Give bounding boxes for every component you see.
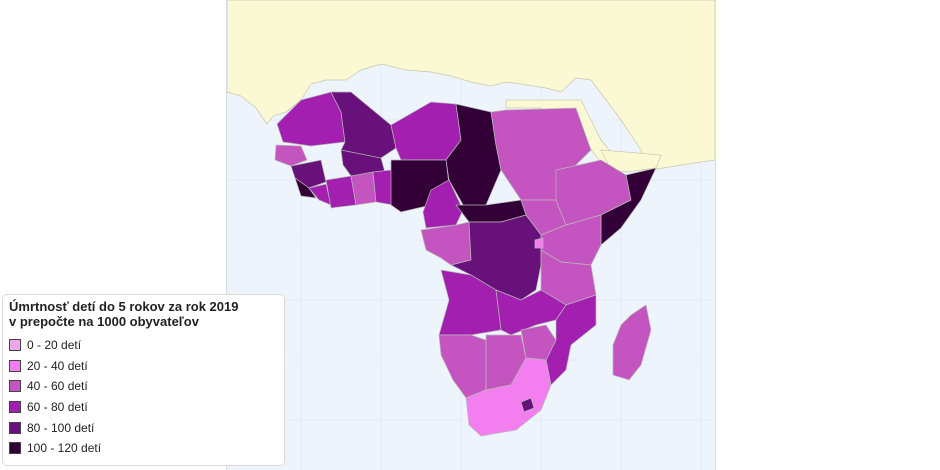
legend-label: 0 - 20 detí (27, 338, 82, 353)
legend-swatch (9, 421, 21, 434)
legend: Úmrtnosť detí do 5 rokov za rok 2019 v p… (2, 294, 285, 466)
legend-title-line1: Úmrtnosť detí do 5 rokov za rok 2019 (9, 299, 239, 314)
choropleth-map[interactable] (226, 0, 716, 470)
region-drc (449, 214, 542, 301)
legend-swatch (9, 401, 21, 414)
country-fills (274, 91, 657, 437)
legend-item[interactable]: 20 - 40 detí (9, 356, 278, 377)
legend-title: Úmrtnosť detí do 5 rokov za rok 2019 v p… (9, 299, 278, 329)
region-senegal (274, 144, 308, 167)
region-sierra-leone (294, 177, 317, 199)
legend-label: 60 - 80 detí (27, 400, 88, 415)
region-lesotho (520, 397, 535, 413)
legend-swatch (9, 380, 21, 393)
legend-items: 0 - 20 detí 20 - 40 detí 40 - 60 detí 60… (9, 335, 278, 459)
region-malawi-moz (545, 294, 597, 386)
legend-swatch (9, 339, 21, 352)
legend-label: 80 - 100 detí (27, 420, 95, 435)
legend-item[interactable]: 100 - 120 detí (9, 438, 278, 459)
no-data-land (227, 0, 715, 173)
legend-item[interactable]: 60 - 80 detí (9, 397, 278, 418)
legend-label: 100 - 120 detí (27, 441, 102, 456)
region-togo-benin (372, 169, 394, 206)
region-somalia (600, 167, 657, 246)
region-angola (438, 269, 502, 336)
legend-title-line2: v prepočte na 1000 obyvateľov (9, 314, 199, 329)
legend-swatch (9, 359, 21, 372)
legend-item[interactable]: 0 - 20 detí (9, 335, 278, 356)
region-south-africa (465, 357, 552, 437)
region-madagascar (612, 304, 652, 381)
legend-swatch (9, 442, 21, 455)
region-rwanda (534, 237, 544, 249)
legend-label: 40 - 60 detí (27, 379, 88, 394)
legend-item[interactable]: 40 - 60 detí (9, 376, 278, 397)
legend-label: 20 - 40 detí (27, 358, 88, 373)
legend-item[interactable]: 80 - 100 detí (9, 417, 278, 438)
